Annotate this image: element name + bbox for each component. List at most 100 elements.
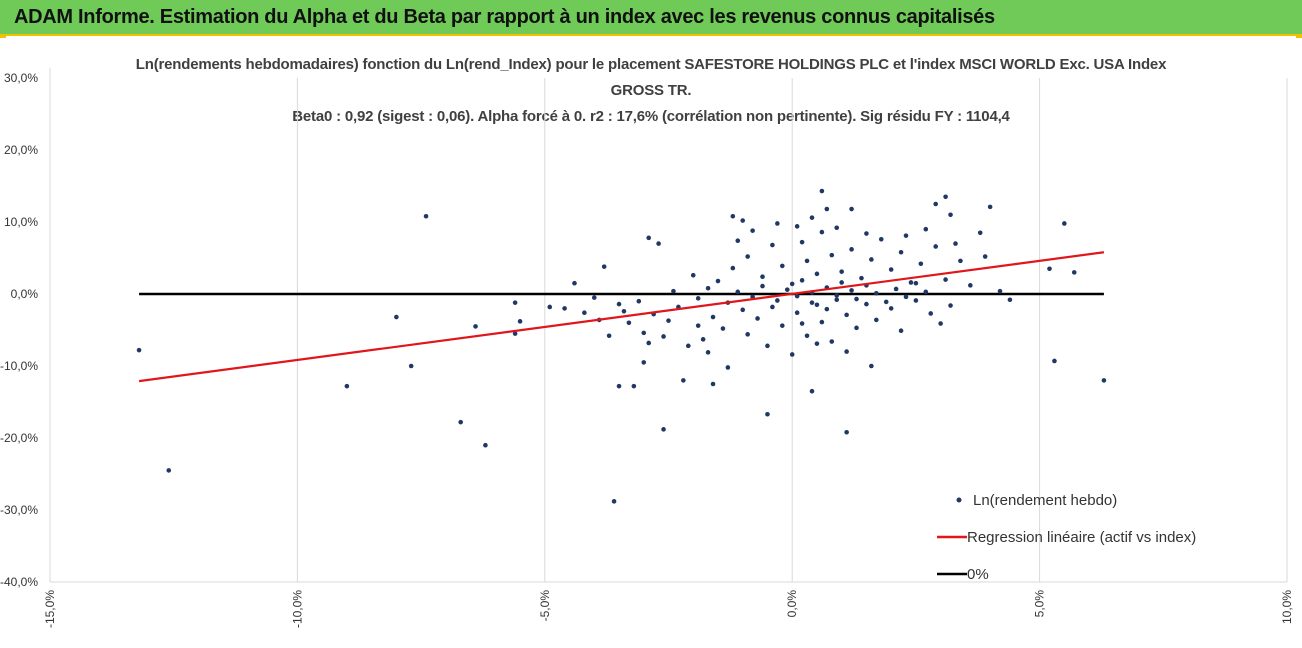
data-point <box>1062 221 1067 226</box>
data-point <box>888 267 894 272</box>
data-point <box>705 285 711 291</box>
data-point <box>814 302 820 308</box>
data-point <box>765 411 770 417</box>
data-point <box>908 280 914 285</box>
data-point <box>656 241 661 246</box>
data-point <box>824 306 830 312</box>
data-point <box>923 289 929 295</box>
data-point <box>794 224 800 229</box>
data-point <box>775 221 780 226</box>
data-point <box>423 213 429 219</box>
data-point <box>809 388 815 394</box>
data-point <box>819 188 825 194</box>
data-point <box>641 330 647 336</box>
data-point <box>780 323 785 328</box>
data-point <box>606 333 612 339</box>
data-point <box>661 334 666 339</box>
data-point <box>730 213 736 219</box>
chart-title-line-1: Ln(rendements hebdomadaires) fonction du… <box>135 56 1167 73</box>
data-point <box>715 278 721 284</box>
data-point <box>705 350 711 355</box>
data-point <box>730 265 736 271</box>
data-point <box>789 352 795 357</box>
data-point <box>473 324 478 329</box>
data-point <box>770 304 775 310</box>
data-point <box>918 261 924 267</box>
data-point <box>799 278 805 283</box>
data-point <box>874 317 879 323</box>
data-point <box>844 429 849 435</box>
data-point <box>849 247 854 252</box>
data-point <box>819 319 825 325</box>
data-point <box>735 238 741 244</box>
data-point <box>770 242 775 248</box>
data-point <box>814 271 820 277</box>
data-point <box>136 347 142 353</box>
header-banner: ADAM Informe. Estimation du Alpha et du … <box>0 0 1302 36</box>
data-point <box>646 235 652 241</box>
data-point <box>780 263 785 269</box>
data-point <box>755 316 760 321</box>
data-point <box>740 307 746 313</box>
data-point <box>666 318 671 323</box>
data-point <box>1007 297 1013 303</box>
data-point <box>750 228 755 233</box>
data-point <box>710 381 716 387</box>
legend-label-regression: Regression linéaire (actif vs index) <box>967 529 1196 546</box>
data-point <box>710 314 716 320</box>
chart-title-line-3: Beta0 : 0,92 (sigest : 0,06). Alpha forc… <box>292 108 1010 125</box>
data-point <box>864 231 869 236</box>
data-point <box>765 343 770 349</box>
y-tick-label: 10,0% <box>4 215 38 229</box>
data-point <box>582 310 587 316</box>
data-point <box>690 272 696 278</box>
data-point <box>844 349 849 354</box>
data-point <box>344 383 350 389</box>
data-point <box>903 294 909 300</box>
data-point <box>458 419 463 425</box>
x-tick-label: 10,0% <box>1280 590 1294 624</box>
data-point <box>695 323 701 328</box>
data-point <box>893 286 899 292</box>
data-point <box>794 293 800 299</box>
data-point <box>794 310 800 316</box>
data-point <box>982 254 988 259</box>
data-point <box>616 301 622 307</box>
data-point <box>804 258 810 264</box>
data-point <box>819 229 825 235</box>
data-point <box>953 241 958 246</box>
y-tick-label: -40,0% <box>0 575 38 589</box>
data-point <box>913 280 919 286</box>
data-point <box>987 204 993 210</box>
data-point <box>572 280 577 286</box>
data-point <box>725 365 731 370</box>
data-point <box>997 288 1003 294</box>
report-title: ADAM Informe. Estimation du Alpha et du … <box>14 6 995 28</box>
data-point <box>641 360 647 365</box>
data-point <box>869 257 874 262</box>
data-point <box>804 333 810 339</box>
data-point <box>735 289 741 295</box>
regression-line <box>138 251 1105 383</box>
data-point <box>849 288 854 293</box>
data-point <box>621 308 627 314</box>
data-point <box>661 427 666 432</box>
data-point <box>844 312 849 318</box>
data-point <box>968 283 973 288</box>
data-point <box>626 320 632 326</box>
data-point <box>799 321 805 326</box>
data-point <box>740 218 746 223</box>
data-point <box>948 212 953 218</box>
data-point <box>839 269 844 274</box>
data-point <box>166 468 172 473</box>
data-point <box>977 230 983 236</box>
data-point <box>1071 270 1077 275</box>
data-point <box>933 201 938 207</box>
data-point <box>611 499 617 504</box>
data-point <box>824 206 830 212</box>
legend-marker-points <box>956 497 962 503</box>
data-point <box>408 363 414 369</box>
data-point <box>874 290 879 296</box>
chart-area: Ln(rendements hebdomadaires) fonction du… <box>0 38 1302 648</box>
data-point <box>898 249 904 255</box>
